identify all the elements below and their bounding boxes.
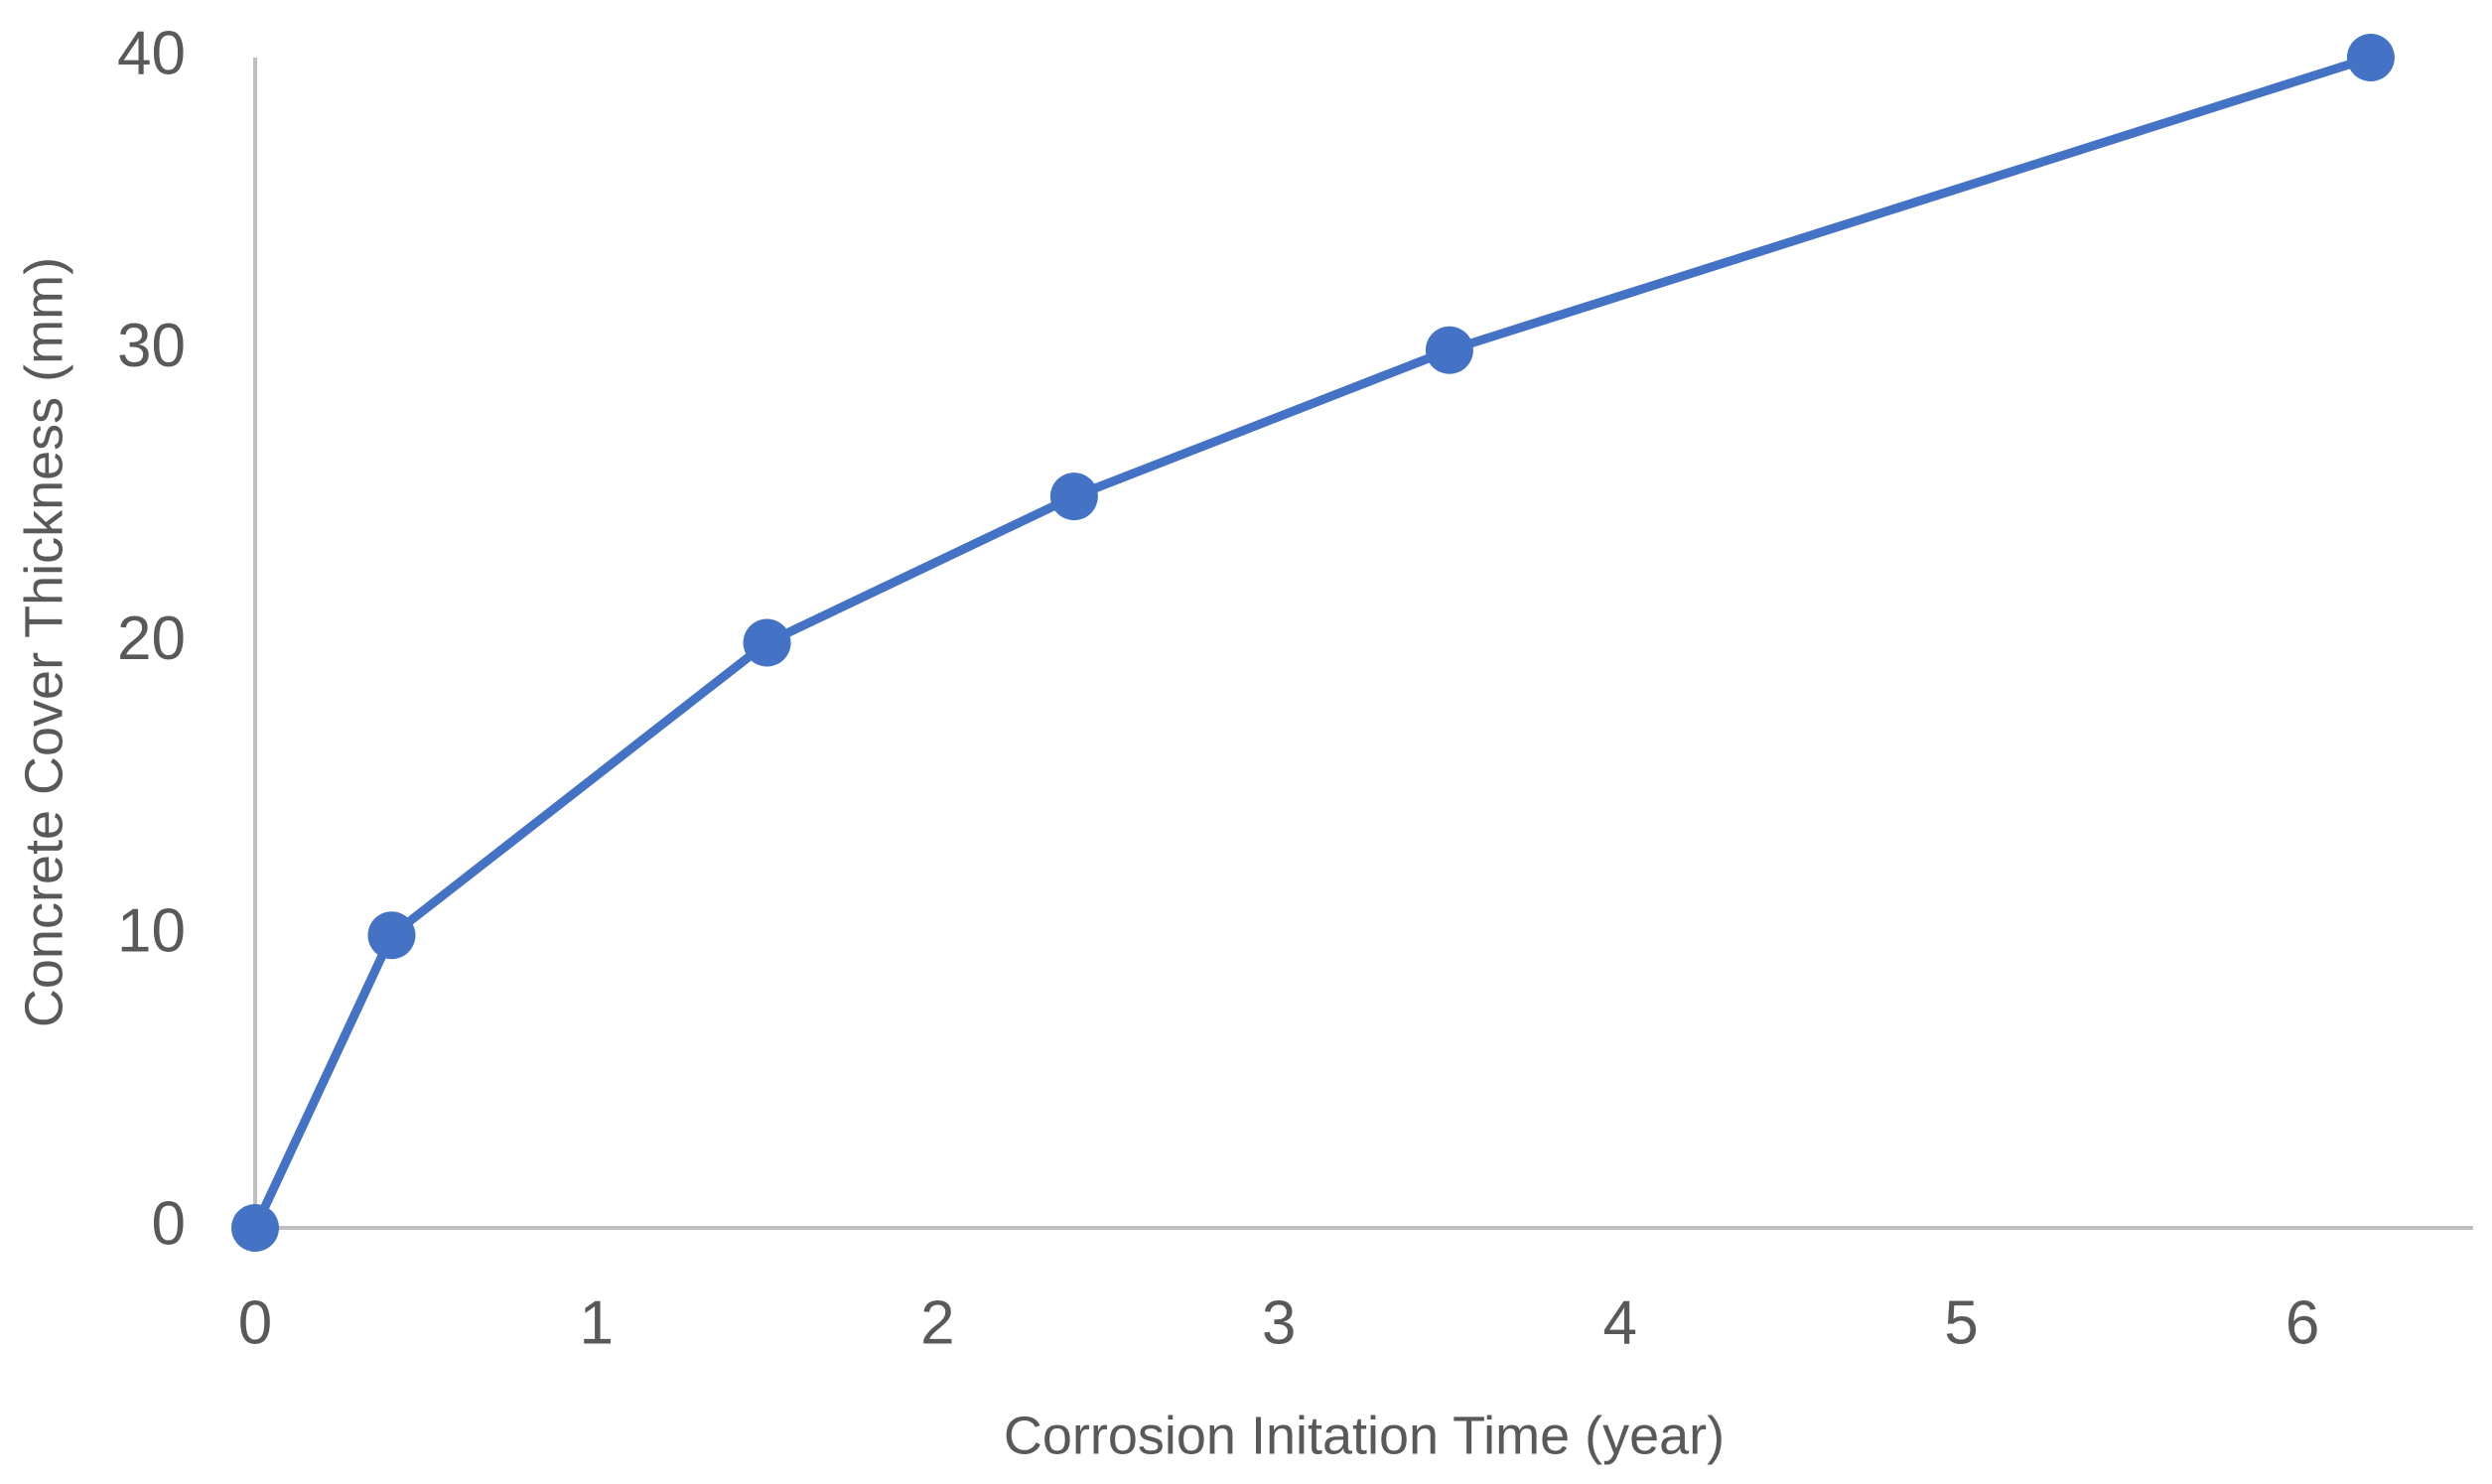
x-tick-label: 5 bbox=[1944, 1288, 1978, 1357]
data-line bbox=[250, 53, 2373, 1230]
y-tick-label: 30 bbox=[117, 312, 186, 380]
data-point bbox=[1425, 326, 1473, 374]
data-point bbox=[367, 911, 416, 960]
x-tick-label: 2 bbox=[920, 1288, 954, 1357]
x-tick-label: 0 bbox=[238, 1288, 272, 1357]
x-tick-label: 1 bbox=[579, 1288, 613, 1357]
x-tick-label: 6 bbox=[2285, 1288, 2319, 1357]
y-tick-label: 20 bbox=[117, 605, 186, 673]
x-tick-label: 4 bbox=[1603, 1288, 1637, 1357]
data-point bbox=[1049, 472, 1098, 521]
x-axis-title: Corrosion Initation Time (year) bbox=[1004, 1406, 1725, 1465]
y-tick-label: 40 bbox=[117, 19, 186, 87]
data-point bbox=[2346, 34, 2395, 81]
data-point bbox=[743, 618, 791, 667]
y-axis-title: Concrete Cover Thickness (mm) bbox=[14, 257, 73, 1027]
y-tick-label: 0 bbox=[152, 1189, 186, 1258]
y-tick-label: 10 bbox=[117, 897, 186, 966]
x-tick-label: 3 bbox=[1262, 1288, 1296, 1357]
data-point bbox=[231, 1204, 279, 1252]
